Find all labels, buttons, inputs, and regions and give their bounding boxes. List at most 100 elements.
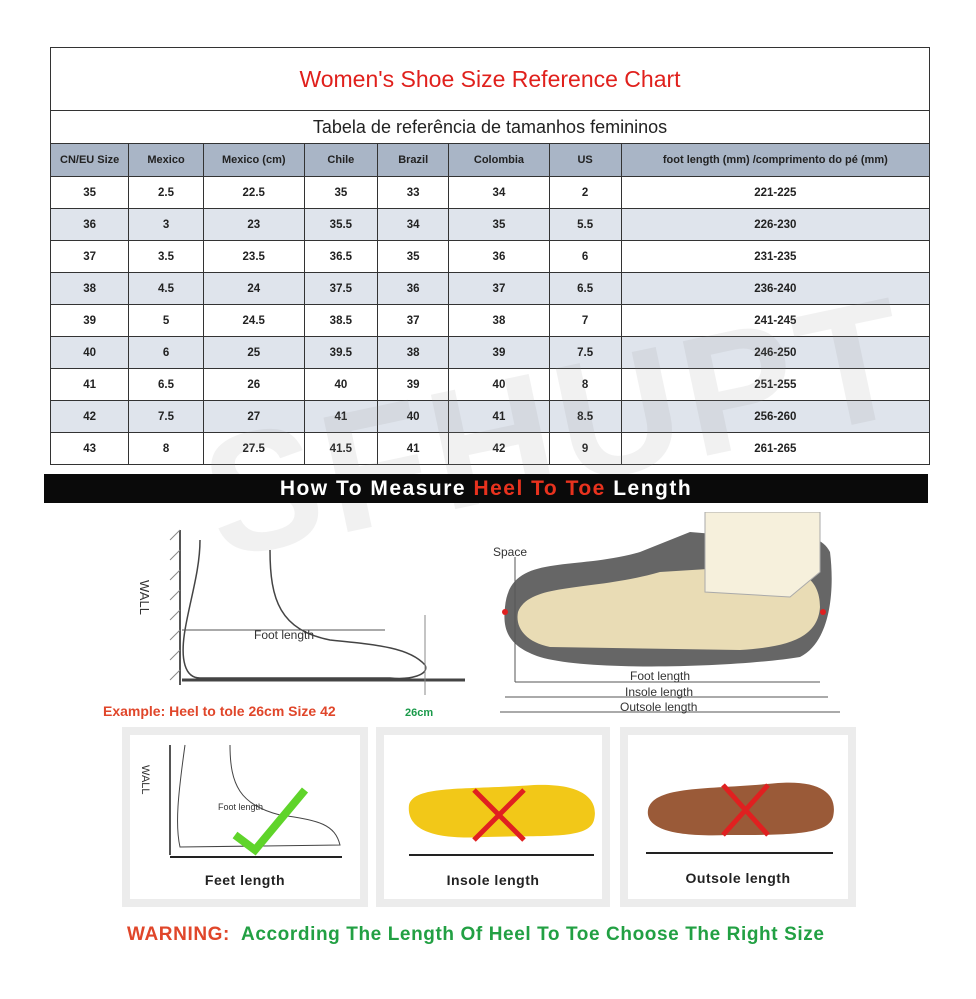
method-feet-length: Foot length WALL Feet length [122,727,368,907]
table-cell: 37.5 [303,272,379,305]
table-cell: 38.5 [303,304,379,337]
table-cell: 40 [49,336,130,369]
table-cell: 246-250 [620,336,931,369]
column-header: Mexico (cm) [202,143,305,177]
table-cell: 39.5 [303,336,379,369]
table-cell: 43 [49,432,130,465]
table-cell: 8 [128,432,204,465]
table-cell: 27.5 [202,432,305,465]
table-cell: 221-225 [620,176,931,209]
table-cell: 39 [49,304,130,337]
insole-length-label: Insole length [625,685,693,699]
table-cell: 40 [303,368,379,401]
table-cell: 35.5 [303,208,379,241]
table-cell: 36 [376,272,450,305]
banner-text: How To Measure [279,477,474,500]
table-cell: 22.5 [202,176,305,209]
table-row: 41 6.5 26 40 39 40 8 251-255 [49,368,931,401]
table-cell: 261-265 [620,432,931,465]
table-cell: 24 [202,272,305,305]
table-cell: 38 [376,336,450,369]
table-cell: 7 [548,304,622,337]
table-cell: 41 [303,400,379,433]
banner-text-end: Length [605,477,693,500]
table-cell: 251-255 [620,368,931,401]
insole-illustration [408,784,595,856]
table-cell: 9 [548,432,622,465]
warning-prefix: WARNING: [127,924,230,945]
table-row: 35 2.5 22.5 35 33 34 2 221-225 [49,176,931,209]
table-cell: 8.5 [548,400,622,433]
table-cell: 226-230 [620,208,931,241]
table-row: 36 3 23 35.5 34 35 5.5 226-230 [49,208,931,241]
column-header: CN/EU Size [49,143,130,177]
column-header: Mexico [128,143,204,177]
table-cell: 39 [376,368,450,401]
table-cell: 35 [303,176,379,209]
table-cell: 40 [376,400,450,433]
table-cell: 236-240 [620,272,931,305]
table-cell: 25 [202,336,305,369]
table-cell: 24.5 [202,304,305,337]
table-cell: 36 [49,208,130,241]
table-cell: 36.5 [303,240,379,273]
warning-message: According The Length Of Heel To Toe Choo… [241,924,825,945]
table-cell: 23 [202,208,305,241]
method-outsole-length: Outsole length [620,727,856,907]
table-cell: 38 [448,304,550,337]
warning-text: WARNING: According The Length Of Heel To… [127,924,825,946]
table-cell: 8 [548,368,622,401]
table-cell: 36 [448,240,550,273]
table-cell: 6.5 [128,368,204,401]
foot-measure-illustration: Foot length WALL [139,744,342,858]
table-cell: 42 [49,400,130,433]
table-cell: 42 [448,432,550,465]
table-cell: 40 [448,368,550,401]
table-cell: 41 [49,368,130,401]
method-label: Outsole length [685,870,791,886]
table-row: 39 5 24.5 38.5 37 38 7 241-245 [49,304,931,337]
table-cell: 38 [49,272,130,305]
space-label: Space [493,545,527,559]
table-cell: 35 [49,176,130,209]
table-cell: 6.5 [548,272,622,305]
table-cell: 41 [376,432,450,465]
table-row: 43 8 27.5 41.5 41 42 9 261-265 [49,432,931,465]
table-cell: 2 [548,176,622,209]
table-cell: 23.5 [202,240,305,273]
foot-length-label: Foot length [630,669,690,683]
outsole-length-label: Outsole length [620,700,697,714]
table-cell: 3 [128,208,204,241]
measure-banner: How To Measure Heel To Toe Length [44,474,928,503]
method-insole-length: Insole length [376,727,610,907]
table-cell: 41 [448,400,550,433]
table-cell: 4.5 [128,272,204,305]
table-cell: 3.5 [128,240,204,273]
table-row: 37 3.5 23.5 36.5 35 36 6 231-235 [49,240,931,273]
column-header: Chile [303,143,379,177]
table-cell: 7.5 [548,336,622,369]
table-cell: 241-245 [620,304,931,337]
table-cell: 41.5 [303,432,379,465]
table-cell: 35 [376,240,450,273]
size-chart-table: Women's Shoe Size Reference Chart Tabela… [49,47,931,465]
table-cell: 34 [376,208,450,241]
table-cell: 5.5 [548,208,622,241]
table-row: 40 6 25 39.5 38 39 7.5 246-250 [49,336,931,369]
table-cell: 27 [202,400,305,433]
foot-length-label: Foot length [254,628,314,642]
foot-against-wall-illustration: Foot length WALL [137,529,465,695]
table-cell: 37 [448,272,550,305]
column-header: Colombia [448,143,550,177]
table-cell: 231-235 [620,240,931,273]
table-cell: 7.5 [128,400,204,433]
foot-length-label: Foot length [218,802,263,812]
table-header-row: CN/EU Size Mexico Mexico (cm) Chile Brazil Co… [49,143,931,177]
table-cell: 37 [49,240,130,273]
chart-title: Women's Shoe Size Reference Chart [50,47,930,111]
banner-highlight: Heel To Toe [473,477,606,500]
wall-label: WALL [137,580,152,615]
table-cell: 37 [376,304,450,337]
table-cell: 256-260 [620,400,931,433]
chart-subtitle: Tabela de referência de tamanhos feminin… [50,110,930,144]
